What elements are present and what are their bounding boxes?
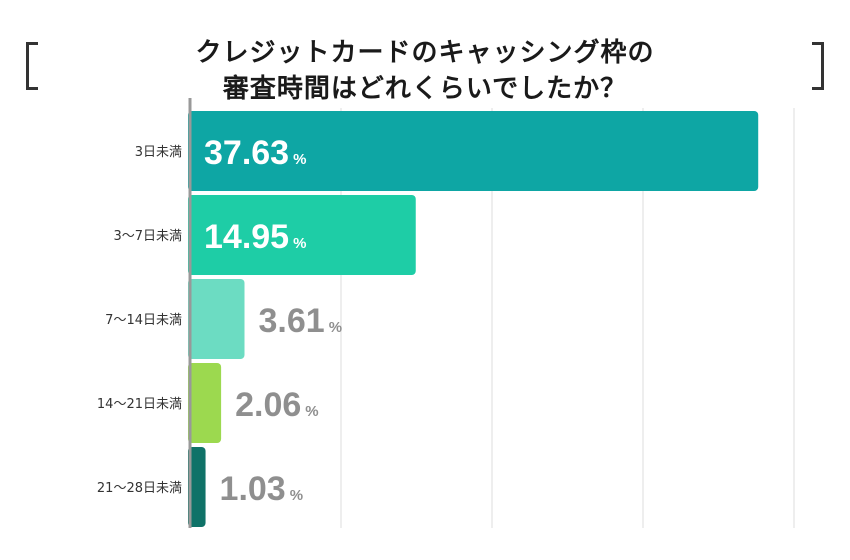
data-label-unit: % <box>305 403 318 420</box>
category-label: 3日未満 <box>135 145 182 160</box>
data-label-unit: % <box>290 487 303 504</box>
bar <box>188 279 245 359</box>
bar <box>188 111 759 191</box>
right-bracket <box>812 42 824 90</box>
data-label: 3.61% <box>259 302 343 340</box>
data-label-unit: % <box>293 235 306 252</box>
bar <box>188 363 222 443</box>
category-label: 3〜7日未満 <box>113 229 182 244</box>
category-label: 21〜28日未満 <box>97 481 182 496</box>
bar <box>188 195 416 275</box>
left-bracket <box>26 42 38 90</box>
chart-title-line-2: 審査時間はどれくらいでしたか？ <box>222 74 628 104</box>
category-label: 7〜14日未満 <box>105 313 182 328</box>
bar <box>188 447 206 527</box>
data-label-unit: % <box>293 151 306 168</box>
category-label: 14〜21日未満 <box>97 397 182 412</box>
chart-title-line-1: クレジットカードのキャッシング枠の <box>195 38 655 68</box>
data-label: 1.03% <box>220 470 304 508</box>
data-label-unit: % <box>329 319 342 336</box>
data-label: 2.06% <box>235 386 319 424</box>
